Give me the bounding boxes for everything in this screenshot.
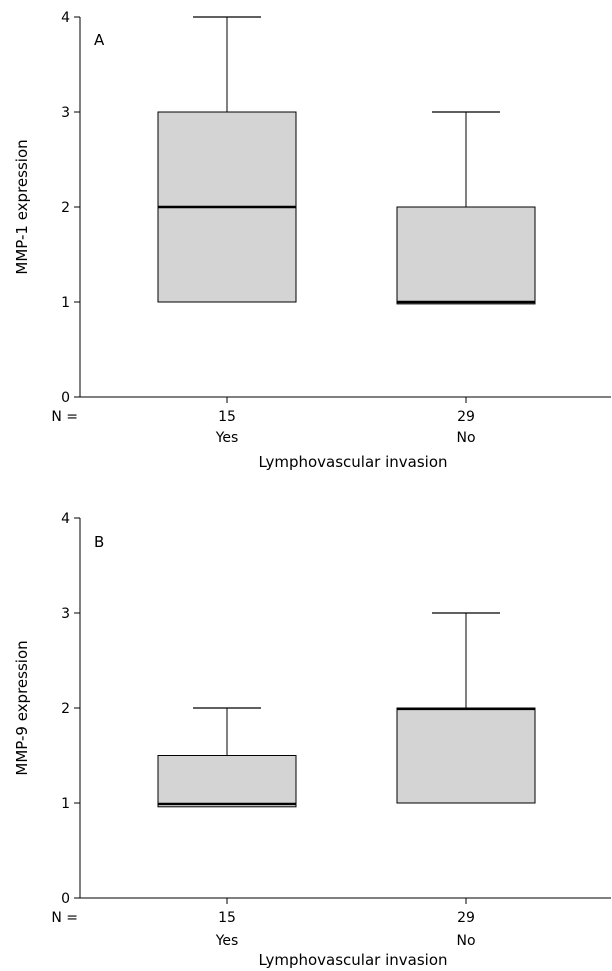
box-yes: 15 Yes [157,16,297,446]
iqr-box [396,707,536,804]
y-tick-label: 4 [61,10,70,26]
y-tick-label: 1 [61,796,70,812]
iqr-box [396,206,536,305]
y-tick-label: 0 [61,891,70,907]
panel-label: B [94,533,104,551]
box-no: 29 No [396,612,536,949]
y-tick-label: 3 [61,606,70,622]
x-category-label: No [456,933,475,949]
y-tick-label: 4 [61,511,70,527]
y-tick-label: 3 [61,105,70,121]
x-category-label: Yes [215,933,239,949]
y-axis-label: MMP-1 expression [13,139,31,274]
x-category-label: Yes [215,430,239,446]
y-tick-label: 1 [61,295,70,311]
n-label: N = [51,409,78,425]
y-tick-label: 2 [61,701,70,717]
panel-label: A [94,31,105,49]
y-tick-label: 2 [61,200,70,216]
x-axis-label: Lymphovascular invasion [258,453,447,471]
box-yes: 15 Yes [157,707,297,949]
y-tick-label: 0 [61,390,70,406]
box-no: 29 No [396,111,536,446]
iqr-box [157,755,297,808]
n-value: 29 [457,409,475,425]
chart-panel-b: 0 1 2 3 4 MMP-9 expression B N = 15 Yes 29 No Lympho… [13,511,611,969]
y-axis-label: MMP-9 expression [13,640,31,775]
n-value: 29 [457,910,475,926]
n-label: N = [51,910,78,926]
x-axis-label: Lymphovascular invasion [258,951,447,969]
n-value: 15 [218,409,236,425]
chart-panel-a: 0 1 2 3 4 MMP-1 expression A N = 15 Yes 29 No Lympho… [13,10,611,471]
n-value: 15 [218,910,236,926]
x-category-label: No [456,430,475,446]
